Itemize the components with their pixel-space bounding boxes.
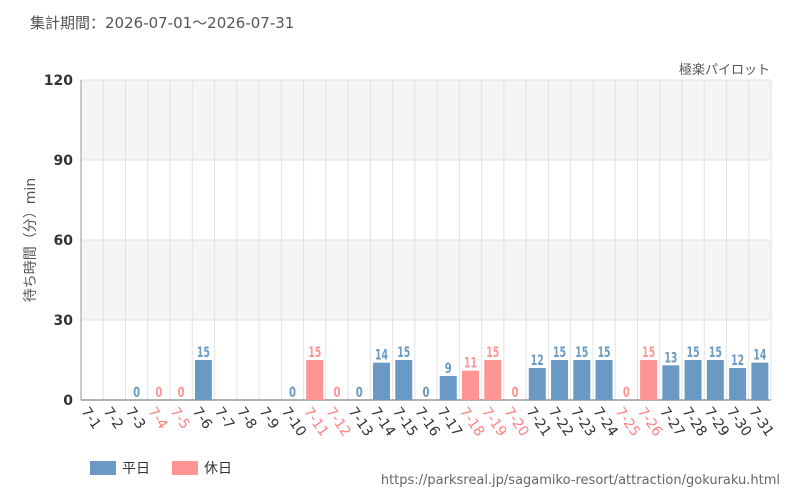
- bar-weekday: [706, 360, 724, 400]
- bar-holiday: [306, 360, 324, 400]
- legend-item-holiday: 休日: [172, 458, 232, 478]
- bar-weekday: [662, 365, 680, 400]
- grid-band: [81, 80, 771, 160]
- bar-weekday: [684, 360, 702, 400]
- bar-weekday: [194, 360, 212, 400]
- legend-swatch-weekday: [90, 461, 116, 475]
- bar-value-label: 0: [178, 385, 185, 401]
- bar-value-label: 13: [664, 350, 677, 366]
- bar-value-label: 12: [731, 353, 744, 369]
- legend-swatch-holiday: [172, 461, 198, 475]
- bar-value-label: 0: [356, 385, 363, 401]
- bar-weekday: [395, 360, 413, 400]
- x-tick-label: 7-2: [100, 404, 126, 432]
- legend-label-holiday: 休日: [204, 461, 232, 477]
- x-tick-label: 7-8: [233, 404, 259, 432]
- source-url: https://parksreal.jp/sagamiko-resort/att…: [380, 473, 780, 488]
- x-tick-label: 7-5: [167, 404, 193, 432]
- x-tick-label: 7-31: [745, 404, 776, 439]
- bar-value-label: 15: [197, 345, 210, 361]
- bar-value-label: 15: [642, 345, 655, 361]
- bar-weekday: [528, 368, 546, 400]
- bar-weekday: [439, 376, 457, 400]
- bar-value-label: 0: [512, 385, 519, 401]
- bar-value-label: 15: [308, 345, 321, 361]
- y-tick-label: 120: [44, 73, 73, 89]
- x-tick-label: 7-4: [144, 404, 170, 432]
- bar-holiday: [640, 360, 658, 400]
- period-label: 集計期間：2026-07-01～2026-07-31: [30, 14, 295, 32]
- bar-value-label: 0: [133, 385, 140, 401]
- bar-value-label: 0: [289, 385, 296, 401]
- x-tick-label: 7-6: [189, 404, 215, 432]
- bar-value-label: 15: [709, 345, 722, 361]
- bar-value-label: 14: [753, 348, 766, 364]
- y-tick-label: 30: [54, 313, 74, 329]
- bar-value-label: 15: [598, 345, 611, 361]
- bar-value-label: 9: [445, 361, 452, 377]
- x-tick-label: 7-9: [256, 404, 282, 432]
- bar-value-label: 0: [155, 385, 162, 401]
- legend-label-weekday: 平日: [122, 461, 150, 477]
- x-tick-label: 7-3: [122, 404, 148, 432]
- bar-weekday: [551, 360, 569, 400]
- bar-weekday: [573, 360, 591, 400]
- y-tick-label: 90: [54, 153, 74, 169]
- bar-weekday: [372, 362, 390, 400]
- bar-value-label: 0: [423, 385, 430, 401]
- bar-holiday: [462, 370, 480, 400]
- bar-holiday: [484, 360, 502, 400]
- bar-value-label: 0: [333, 385, 340, 401]
- bar-value-label: 15: [486, 345, 499, 361]
- bar-weekday: [751, 362, 769, 400]
- y-tick-label: 0: [63, 393, 73, 409]
- grid-band: [81, 240, 771, 320]
- chart-legend: 平日 休日: [90, 458, 254, 478]
- bar-weekday: [729, 368, 747, 400]
- bar-value-label: 15: [553, 345, 566, 361]
- x-tick-label: 7-1: [78, 404, 104, 432]
- bar-value-label: 12: [531, 353, 544, 369]
- bar-weekday: [595, 360, 613, 400]
- bar-value-label: 15: [575, 345, 588, 361]
- legend-item-weekday: 平日: [90, 458, 150, 478]
- x-tick-label: 7-7: [211, 404, 237, 432]
- attraction-name: 極楽パイロット: [678, 63, 770, 78]
- bar-value-label: 15: [687, 345, 700, 361]
- bar-value-label: 14: [375, 348, 388, 364]
- bar-value-label: 15: [397, 345, 410, 361]
- bar-value-label: 11: [464, 356, 477, 372]
- bar-value-label: 0: [623, 385, 630, 401]
- y-tick-label: 60: [54, 233, 74, 249]
